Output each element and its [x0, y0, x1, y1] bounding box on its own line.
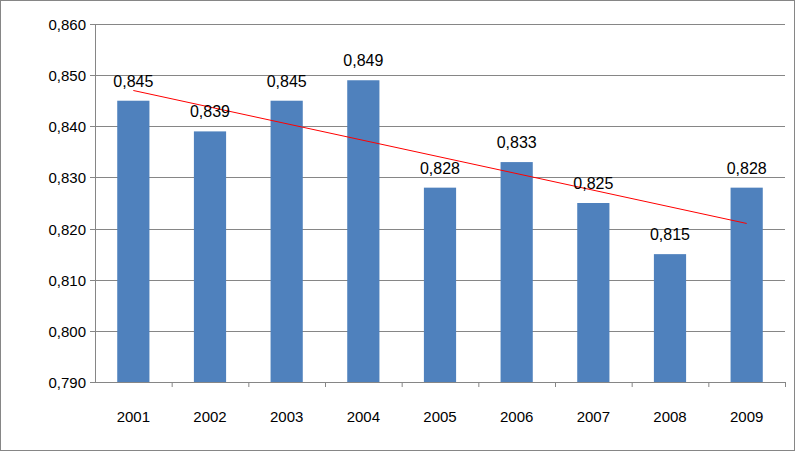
category-label: 2005	[423, 408, 456, 425]
category-label: 2006	[500, 408, 533, 425]
tick-mark	[90, 75, 95, 76]
tick-mark	[632, 382, 633, 387]
category-label: 2002	[193, 408, 226, 425]
tick-mark	[90, 24, 95, 25]
tick-mark	[90, 382, 95, 383]
tick-mark	[90, 126, 95, 127]
bar	[654, 254, 686, 382]
tick-label: 0,850	[48, 67, 86, 84]
bar	[347, 80, 379, 382]
tick-mark	[555, 382, 556, 387]
bar	[577, 203, 609, 382]
data-label: 0,828	[727, 160, 767, 177]
data-label: 0,845	[267, 73, 307, 90]
tick-mark	[402, 382, 403, 387]
tick-mark	[708, 382, 709, 387]
bar	[271, 101, 303, 382]
tick-label: 0,860	[48, 16, 86, 33]
tick-mark	[478, 382, 479, 387]
category-label: 2008	[653, 408, 686, 425]
data-label: 0,828	[420, 160, 460, 177]
tick-mark	[90, 331, 95, 332]
grid-line	[95, 24, 785, 25]
data-label: 0,833	[497, 134, 537, 151]
tick-label: 0,840	[48, 118, 86, 135]
data-label: 0,839	[190, 103, 230, 120]
tick-label: 0,820	[48, 221, 86, 238]
tick-label: 0,790	[48, 374, 86, 391]
data-label: 0,825	[573, 175, 613, 192]
tick-label: 0,830	[48, 169, 86, 186]
x-axis	[95, 382, 785, 383]
bar	[731, 188, 763, 382]
y-axis	[95, 24, 96, 382]
chart-frame	[1, 1, 795, 451]
category-label: 2001	[117, 408, 150, 425]
bar	[424, 188, 456, 382]
category-label: 2007	[577, 408, 610, 425]
grid-line	[95, 126, 785, 127]
data-label: 0,845	[113, 73, 153, 90]
tick-mark	[90, 177, 95, 178]
bar	[117, 101, 149, 382]
tick-mark	[248, 382, 249, 387]
tick-mark	[785, 382, 786, 387]
grid-line	[95, 382, 785, 383]
plot-area	[117, 80, 763, 382]
chart: 0,790 0,800 0,810 0,820 0,830 0,840 0,850 0,860…	[0, 0, 795, 451]
tick-mark	[90, 280, 95, 281]
tick-mark	[172, 382, 173, 387]
tick-mark	[325, 382, 326, 387]
bar	[194, 131, 226, 382]
data-label: 0,849	[343, 52, 383, 69]
category-label: 2003	[270, 408, 303, 425]
category-label: 2004	[347, 408, 380, 425]
tick-label: 0,810	[48, 272, 86, 289]
tick-label: 0,800	[48, 323, 86, 340]
data-label: 0,815	[650, 226, 690, 243]
trend-line	[133, 90, 746, 223]
grid-line	[95, 75, 785, 76]
bar	[501, 162, 533, 382]
category-label: 2009	[730, 408, 763, 425]
tick-mark	[90, 229, 95, 230]
